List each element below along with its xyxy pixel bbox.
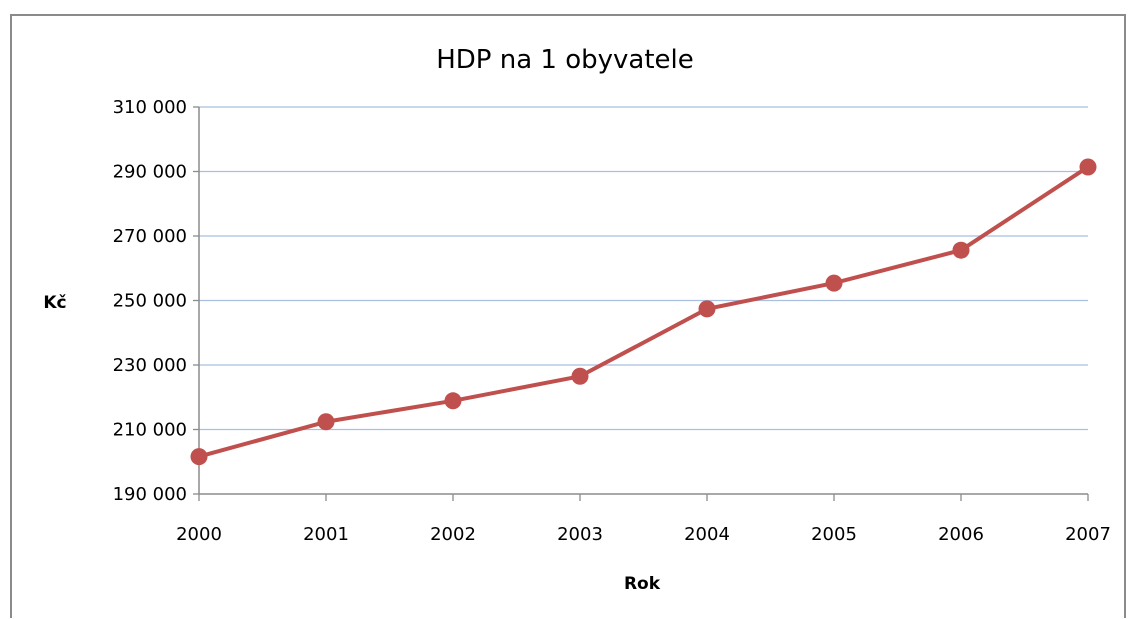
data-point [444, 392, 462, 410]
data-point [571, 367, 589, 385]
x-tick-label: 2004 [684, 524, 730, 545]
y-tick-label: 270 000 [113, 226, 187, 247]
gridlines [199, 106, 1088, 431]
axes: 190 000 210 000 230 000 250 000 270 000 290 0… [113, 97, 1111, 545]
data-point [317, 413, 335, 431]
x-tick-label: 2001 [303, 524, 349, 545]
y-tick-label: 250 000 [113, 291, 187, 312]
x-tick-label: 2006 [938, 524, 984, 545]
x-tick-label: 2007 [1065, 524, 1111, 545]
x-axis-label: Rok [624, 574, 661, 594]
chart-title: HDP na 1 obyvatele [436, 45, 694, 75]
x-tick-label: 2002 [430, 524, 476, 545]
data-point [1079, 158, 1097, 176]
y-axis-label: Kč [43, 293, 66, 313]
data-point [698, 300, 716, 318]
series-polyline [197, 164, 1090, 459]
y-tick-label: 290 000 [113, 162, 187, 183]
x-tick-label: 2000 [176, 524, 222, 545]
y-tick-label: 230 000 [113, 355, 187, 376]
series-line [190, 158, 1097, 466]
data-point [190, 448, 208, 466]
y-tick-label: 190 000 [113, 484, 187, 505]
chart-frame [10, 14, 1126, 618]
data-point [825, 274, 843, 292]
x-tick-label: 2005 [811, 524, 857, 545]
y-tick-label: 210 000 [113, 420, 187, 441]
y-tick-label: 310 000 [113, 97, 187, 118]
x-tick-label: 2003 [557, 524, 603, 545]
data-point [952, 241, 970, 259]
